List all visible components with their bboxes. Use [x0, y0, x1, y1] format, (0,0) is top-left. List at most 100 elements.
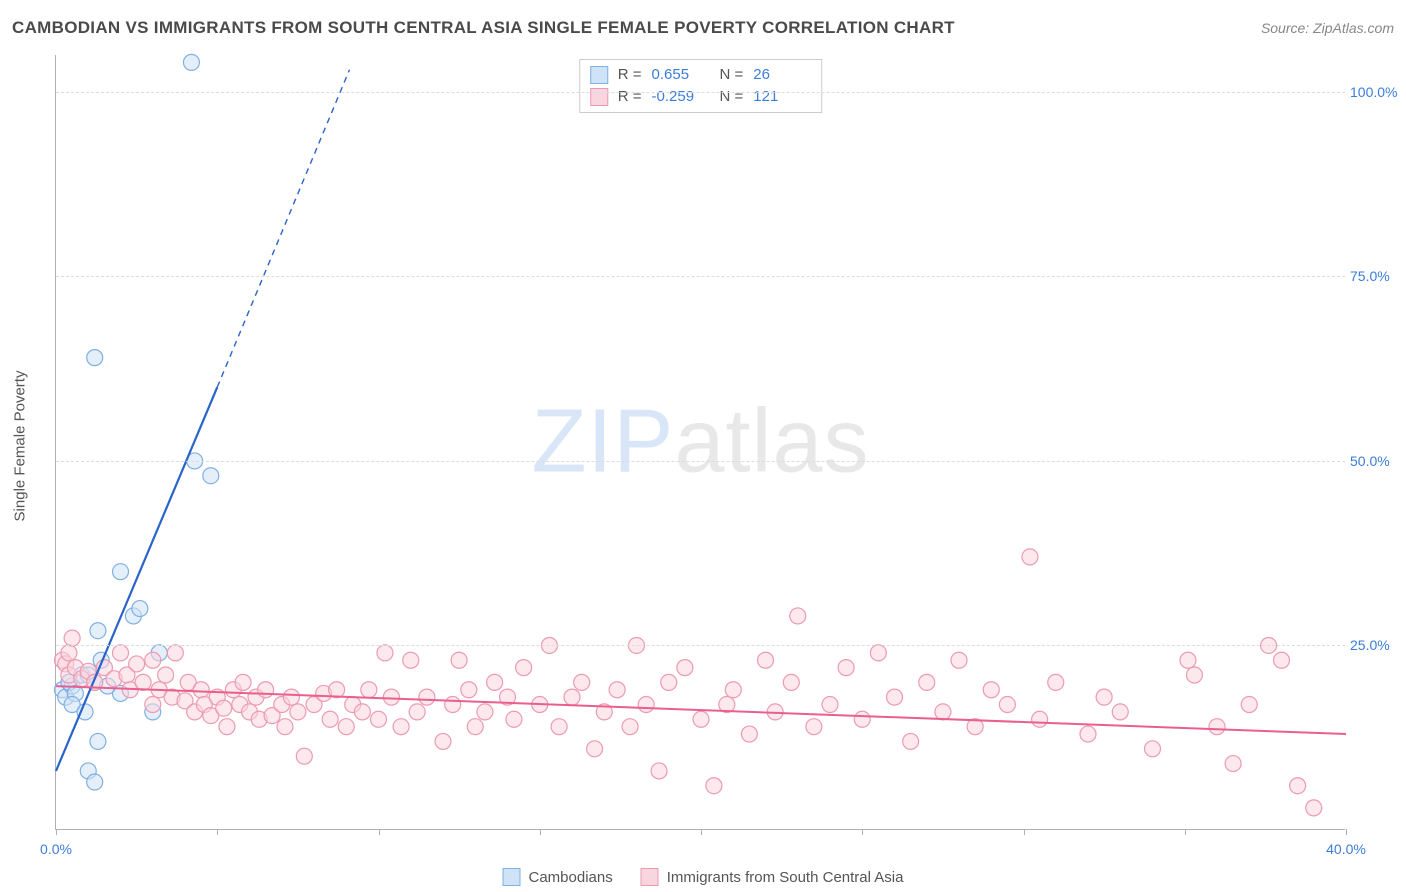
x-tick	[217, 829, 218, 835]
data-point	[435, 733, 451, 749]
data-point	[725, 682, 741, 698]
x-tick-label: 0.0%	[40, 841, 72, 857]
data-point	[1274, 652, 1290, 668]
chart-title: CAMBODIAN VS IMMIGRANTS FROM SOUTH CENTR…	[12, 18, 955, 38]
data-point	[1186, 667, 1202, 683]
x-tick-label: 40.0%	[1326, 841, 1366, 857]
x-tick	[862, 829, 863, 835]
data-point	[622, 719, 638, 735]
data-point	[1048, 674, 1064, 690]
data-point	[1145, 741, 1161, 757]
data-point	[516, 660, 532, 676]
data-point	[651, 763, 667, 779]
x-tick	[1024, 829, 1025, 835]
data-point	[693, 711, 709, 727]
data-point	[377, 645, 393, 661]
data-point	[587, 741, 603, 757]
data-point	[477, 704, 493, 720]
data-point	[167, 645, 183, 661]
data-point	[887, 689, 903, 705]
data-point	[870, 645, 886, 661]
data-point	[677, 660, 693, 676]
data-point	[506, 711, 522, 727]
data-point	[61, 645, 77, 661]
data-point	[419, 689, 435, 705]
data-point	[1022, 549, 1038, 565]
data-point	[551, 719, 567, 735]
data-point	[919, 674, 935, 690]
data-point	[132, 601, 148, 617]
data-point	[1290, 778, 1306, 794]
data-point	[999, 697, 1015, 713]
data-point	[1180, 652, 1196, 668]
data-point	[822, 697, 838, 713]
data-point	[258, 682, 274, 698]
data-point	[277, 719, 293, 735]
x-tick	[701, 829, 702, 835]
x-tick	[1185, 829, 1186, 835]
data-point	[661, 674, 677, 690]
data-point	[741, 726, 757, 742]
plot-area: ZIPatlas R = 0.655 N = 26 R = -0.259 N =…	[55, 55, 1345, 830]
data-point	[1080, 726, 1096, 742]
data-point	[296, 748, 312, 764]
y-axis-title: Single Female Poverty	[12, 371, 29, 522]
data-point	[90, 733, 106, 749]
plot-svg	[56, 55, 1345, 829]
y-tick-label: 100.0%	[1350, 84, 1405, 100]
series-legend: Cambodians Immigrants from South Central…	[503, 868, 904, 886]
data-point	[758, 652, 774, 668]
data-point	[983, 682, 999, 698]
data-point	[158, 667, 174, 683]
data-point	[903, 733, 919, 749]
y-tick-label: 50.0%	[1350, 453, 1405, 469]
data-point	[193, 682, 209, 698]
data-point	[393, 719, 409, 735]
data-point	[451, 652, 467, 668]
series-legend-label: Immigrants from South Central Asia	[667, 869, 904, 886]
gridline	[56, 276, 1345, 277]
gridline	[56, 645, 1345, 646]
source-label: Source: ZipAtlas.com	[1261, 20, 1394, 36]
data-point	[322, 711, 338, 727]
data-point	[403, 652, 419, 668]
data-point	[638, 697, 654, 713]
data-point	[935, 704, 951, 720]
y-tick-label: 25.0%	[1350, 637, 1405, 653]
data-point	[445, 697, 461, 713]
data-point	[219, 719, 235, 735]
series-legend-item: Cambodians	[503, 868, 613, 886]
data-point	[113, 564, 129, 580]
data-point	[461, 682, 477, 698]
data-point	[609, 682, 625, 698]
data-point	[183, 54, 199, 70]
data-point	[409, 704, 425, 720]
legend-swatch	[503, 868, 521, 886]
x-tick	[540, 829, 541, 835]
data-point	[1241, 697, 1257, 713]
data-point	[64, 630, 80, 646]
data-point	[129, 656, 145, 672]
data-point	[90, 623, 106, 639]
data-point	[283, 689, 299, 705]
gridline	[56, 461, 1345, 462]
data-point	[1096, 689, 1112, 705]
data-point	[790, 608, 806, 624]
data-point	[706, 778, 722, 794]
y-tick-label: 75.0%	[1350, 268, 1405, 284]
data-point	[145, 652, 161, 668]
series-legend-label: Cambodians	[529, 869, 613, 886]
data-point	[145, 697, 161, 713]
data-point	[290, 704, 306, 720]
data-point	[87, 774, 103, 790]
data-point	[135, 674, 151, 690]
x-tick	[1346, 829, 1347, 835]
data-point	[838, 660, 854, 676]
data-point	[216, 700, 232, 716]
data-point	[354, 704, 370, 720]
data-point	[203, 468, 219, 484]
data-point	[235, 674, 251, 690]
data-point	[783, 674, 799, 690]
data-point	[371, 711, 387, 727]
data-point	[87, 350, 103, 366]
